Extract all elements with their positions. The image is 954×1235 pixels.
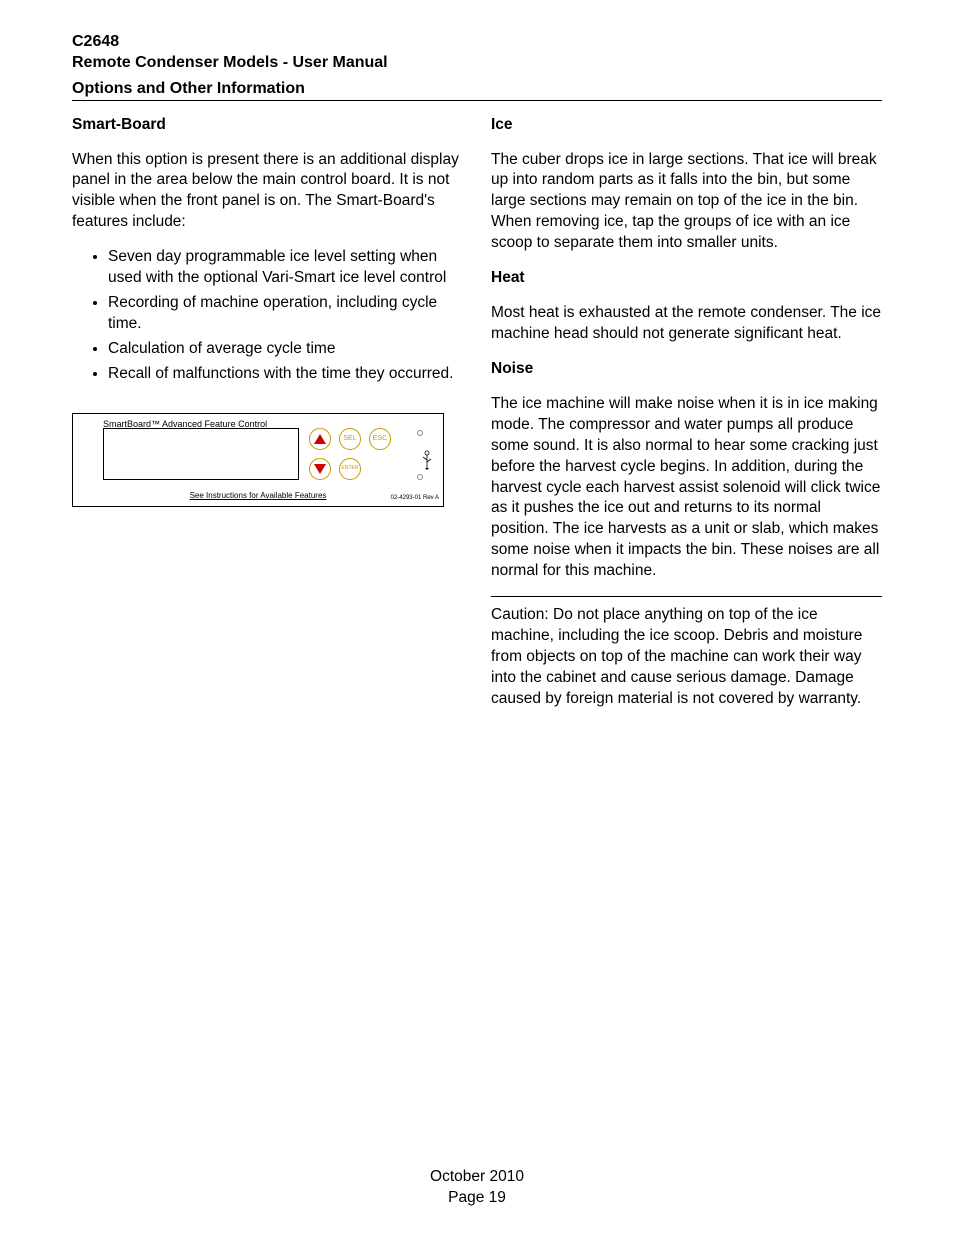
list-item: Calculation of average cycle time [108, 339, 463, 360]
triangle-up-icon [314, 434, 326, 444]
led-indicator [417, 430, 423, 436]
footer-page: Page 19 [0, 1188, 954, 1209]
esc-button: ESC [369, 428, 391, 450]
usb-icon [421, 450, 433, 470]
feature-list: Seven day programmable ice level setting… [108, 247, 463, 385]
model-number: C2648 [72, 32, 882, 53]
noise-text: The ice machine will make noise when it … [491, 394, 882, 582]
smartboard-diagram: SmartBoard™ Advanced Feature Control SEL… [72, 413, 444, 507]
footer-date: October 2010 [0, 1167, 954, 1188]
diagram-revision: 02-4293-01 Rev A [391, 494, 439, 502]
heat-heading: Heat [491, 268, 882, 289]
content-columns: Smart-Board When this option is present … [72, 115, 882, 724]
up-button [309, 428, 331, 450]
smartboard-heading: Smart-Board [72, 115, 463, 136]
triangle-down-icon [314, 464, 326, 474]
manual-title: Remote Condenser Models - User Manual [72, 53, 882, 74]
diagram-instructions: See Instructions for Available Features [73, 491, 443, 502]
caution-divider [491, 596, 882, 597]
page-footer: October 2010 Page 19 [0, 1167, 954, 1209]
heat-text: Most heat is exhausted at the remote con… [491, 303, 882, 345]
list-item: Seven day programmable ice level setting… [108, 247, 463, 289]
enter-button: ENTER [339, 458, 361, 480]
left-column: Smart-Board When this option is present … [72, 115, 463, 724]
sel-button: SEL [339, 428, 361, 450]
list-item: Recall of malfunctions with the time the… [108, 364, 463, 385]
right-column: Ice The cuber drops ice in large section… [491, 115, 882, 724]
page-header: C2648 Remote Condenser Models - User Man… [72, 32, 882, 74]
noise-heading: Noise [491, 359, 882, 380]
section-title: Options and Other Information [72, 80, 882, 101]
smartboard-intro: When this option is present there is an … [72, 150, 463, 234]
list-item: Recording of machine operation, includin… [108, 293, 463, 335]
led-indicator [417, 474, 423, 480]
down-button [309, 458, 331, 480]
caution-text: Caution: Do not place anything on top of… [491, 605, 882, 710]
ice-text: The cuber drops ice in large sections. T… [491, 150, 882, 255]
lcd-screen [103, 428, 299, 480]
ice-heading: Ice [491, 115, 882, 136]
